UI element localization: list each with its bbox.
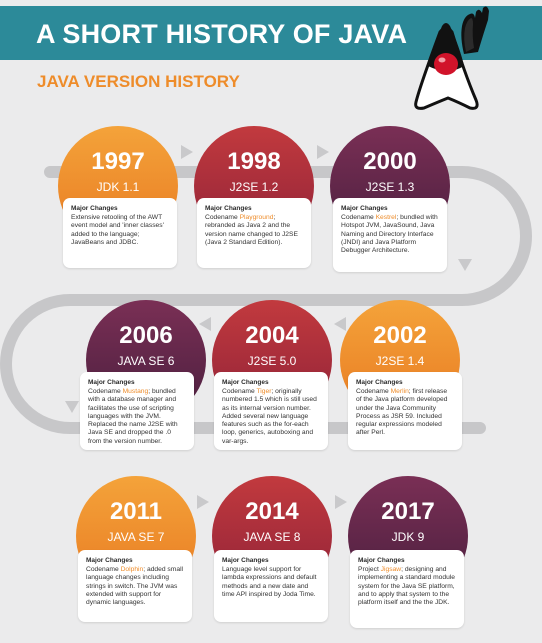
card-heading: Major Changes xyxy=(358,557,405,564)
card-description: Extensive retooling of the AWT event mod… xyxy=(71,214,169,247)
card-description: Codename Dolphin; added small language c… xyxy=(86,566,184,607)
milestone-card: Major Changes Codename Kestrel; bundled … xyxy=(333,198,447,272)
card-heading: Major Changes xyxy=(222,557,269,564)
milestone-version: JDK 1.1 xyxy=(96,180,140,194)
milestone-year: 2000 xyxy=(363,148,417,175)
description-text: ; originally numbered 1.5 which is still… xyxy=(222,388,317,445)
section-title: JAVA VERSION HISTORY xyxy=(37,72,240,91)
codename-highlight: Kestrel xyxy=(375,214,397,221)
codename-highlight: Dolphin xyxy=(120,566,144,573)
description-text: Extensive retooling of the AWT event mod… xyxy=(71,214,164,246)
description-text: ; bundled with Hotspot JVM, JavaSound, J… xyxy=(341,214,438,255)
milestone-card: Major Changes Codename Playground; rebra… xyxy=(197,198,311,268)
card-description: Project Jigsaw; designing and implementi… xyxy=(358,566,456,607)
page-title: A SHORT HISTORY OF JAVA xyxy=(36,19,408,49)
milestone-card: Major Changes Codename Merlin; first rel… xyxy=(348,372,462,450)
card-description: Codename Playground; rebranded as Java 2… xyxy=(205,214,303,247)
description-text: Project xyxy=(358,566,381,573)
codename-highlight: Tiger xyxy=(256,388,272,395)
description-text: ; rebranded as Java 2 and the version na… xyxy=(205,214,298,246)
milestone-year: 2006 xyxy=(119,322,173,349)
card-description: Codename Merlin; first release of the Ja… xyxy=(356,388,454,438)
card-heading: Major Changes xyxy=(341,205,388,212)
arrow-right-icon xyxy=(317,145,329,159)
milestone-version: J2SE 1.3 xyxy=(365,180,415,194)
milestone-card: Major Changes Project Jigsaw; designing … xyxy=(350,550,464,628)
card-heading: Major Changes xyxy=(205,205,252,212)
arrow-left-icon xyxy=(334,317,346,331)
milestone-year: 2004 xyxy=(245,322,299,349)
codename-highlight: Playground xyxy=(239,214,274,221)
description-text: Codename xyxy=(341,214,376,221)
arrow-right-icon xyxy=(181,145,193,159)
codename-highlight: Jigsaw xyxy=(380,566,402,573)
milestone-version: JDK 9 xyxy=(391,530,425,544)
codename-highlight: Merlin xyxy=(390,388,409,395)
milestone-card: Major Changes Codename Dolphin; added sm… xyxy=(78,550,192,622)
description-text: ; designing and implementing a standard … xyxy=(358,566,456,607)
milestone-year: 1998 xyxy=(227,148,281,175)
milestone-version: J2SE 5.0 xyxy=(247,354,297,368)
milestone-version: JAVA SE 6 xyxy=(117,354,175,368)
card-description: Language level support for lambda expres… xyxy=(222,566,320,599)
milestone-year: 2002 xyxy=(373,322,427,349)
milestone-version: J2SE 1.4 xyxy=(375,354,425,368)
arrow-right-icon xyxy=(335,495,347,509)
milestone-version: JAVA SE 7 xyxy=(107,530,165,544)
card-description: Codename Mustang; bundled with a databas… xyxy=(88,388,186,446)
description-text: ; bundled with a database manager and fa… xyxy=(88,388,178,445)
description-text: Codename xyxy=(205,214,240,221)
card-description: Codename Kestrel; bundled with Hotspot J… xyxy=(341,214,439,255)
milestone-card: Major Changes Language level support for… xyxy=(214,550,328,622)
arrow-left-icon xyxy=(199,317,211,331)
milestone-year: 2014 xyxy=(245,498,299,525)
arrow-down-icon xyxy=(458,259,472,271)
milestone-card: Major Changes Extensive retooling of the… xyxy=(63,198,177,268)
card-description: Codename Tiger; originally numbered 1.5 … xyxy=(222,388,320,446)
arrow-right-icon xyxy=(197,495,209,509)
description-text: Language level support for lambda expres… xyxy=(222,566,317,598)
description-text: Codename xyxy=(356,388,391,395)
milestone-version: JAVA SE 8 xyxy=(243,530,301,544)
description-text: ; added small language changes including… xyxy=(86,566,184,607)
arrow-down-icon xyxy=(65,401,79,413)
duke-waving-icon xyxy=(414,6,489,110)
milestone-year: 2017 xyxy=(381,498,435,525)
description-text: ; first release of the Java platform dev… xyxy=(356,388,448,437)
description-text: Codename xyxy=(86,566,121,573)
milestone-card: Major Changes Codename Mustang; bundled … xyxy=(80,372,194,450)
description-text: Codename xyxy=(88,388,123,395)
description-text: Codename xyxy=(222,388,257,395)
milestone-year: 1997 xyxy=(91,148,145,175)
card-heading: Major Changes xyxy=(88,379,135,386)
card-heading: Major Changes xyxy=(222,379,269,386)
card-heading: Major Changes xyxy=(86,557,133,564)
milestone-card: Major Changes Codename Tiger; originally… xyxy=(214,372,328,450)
milestone-year: 2011 xyxy=(109,498,163,525)
milestone-version: J2SE 1.2 xyxy=(229,180,279,194)
card-heading: Major Changes xyxy=(71,205,118,212)
codename-highlight: Mustang xyxy=(122,388,149,395)
card-heading: Major Changes xyxy=(356,379,403,386)
